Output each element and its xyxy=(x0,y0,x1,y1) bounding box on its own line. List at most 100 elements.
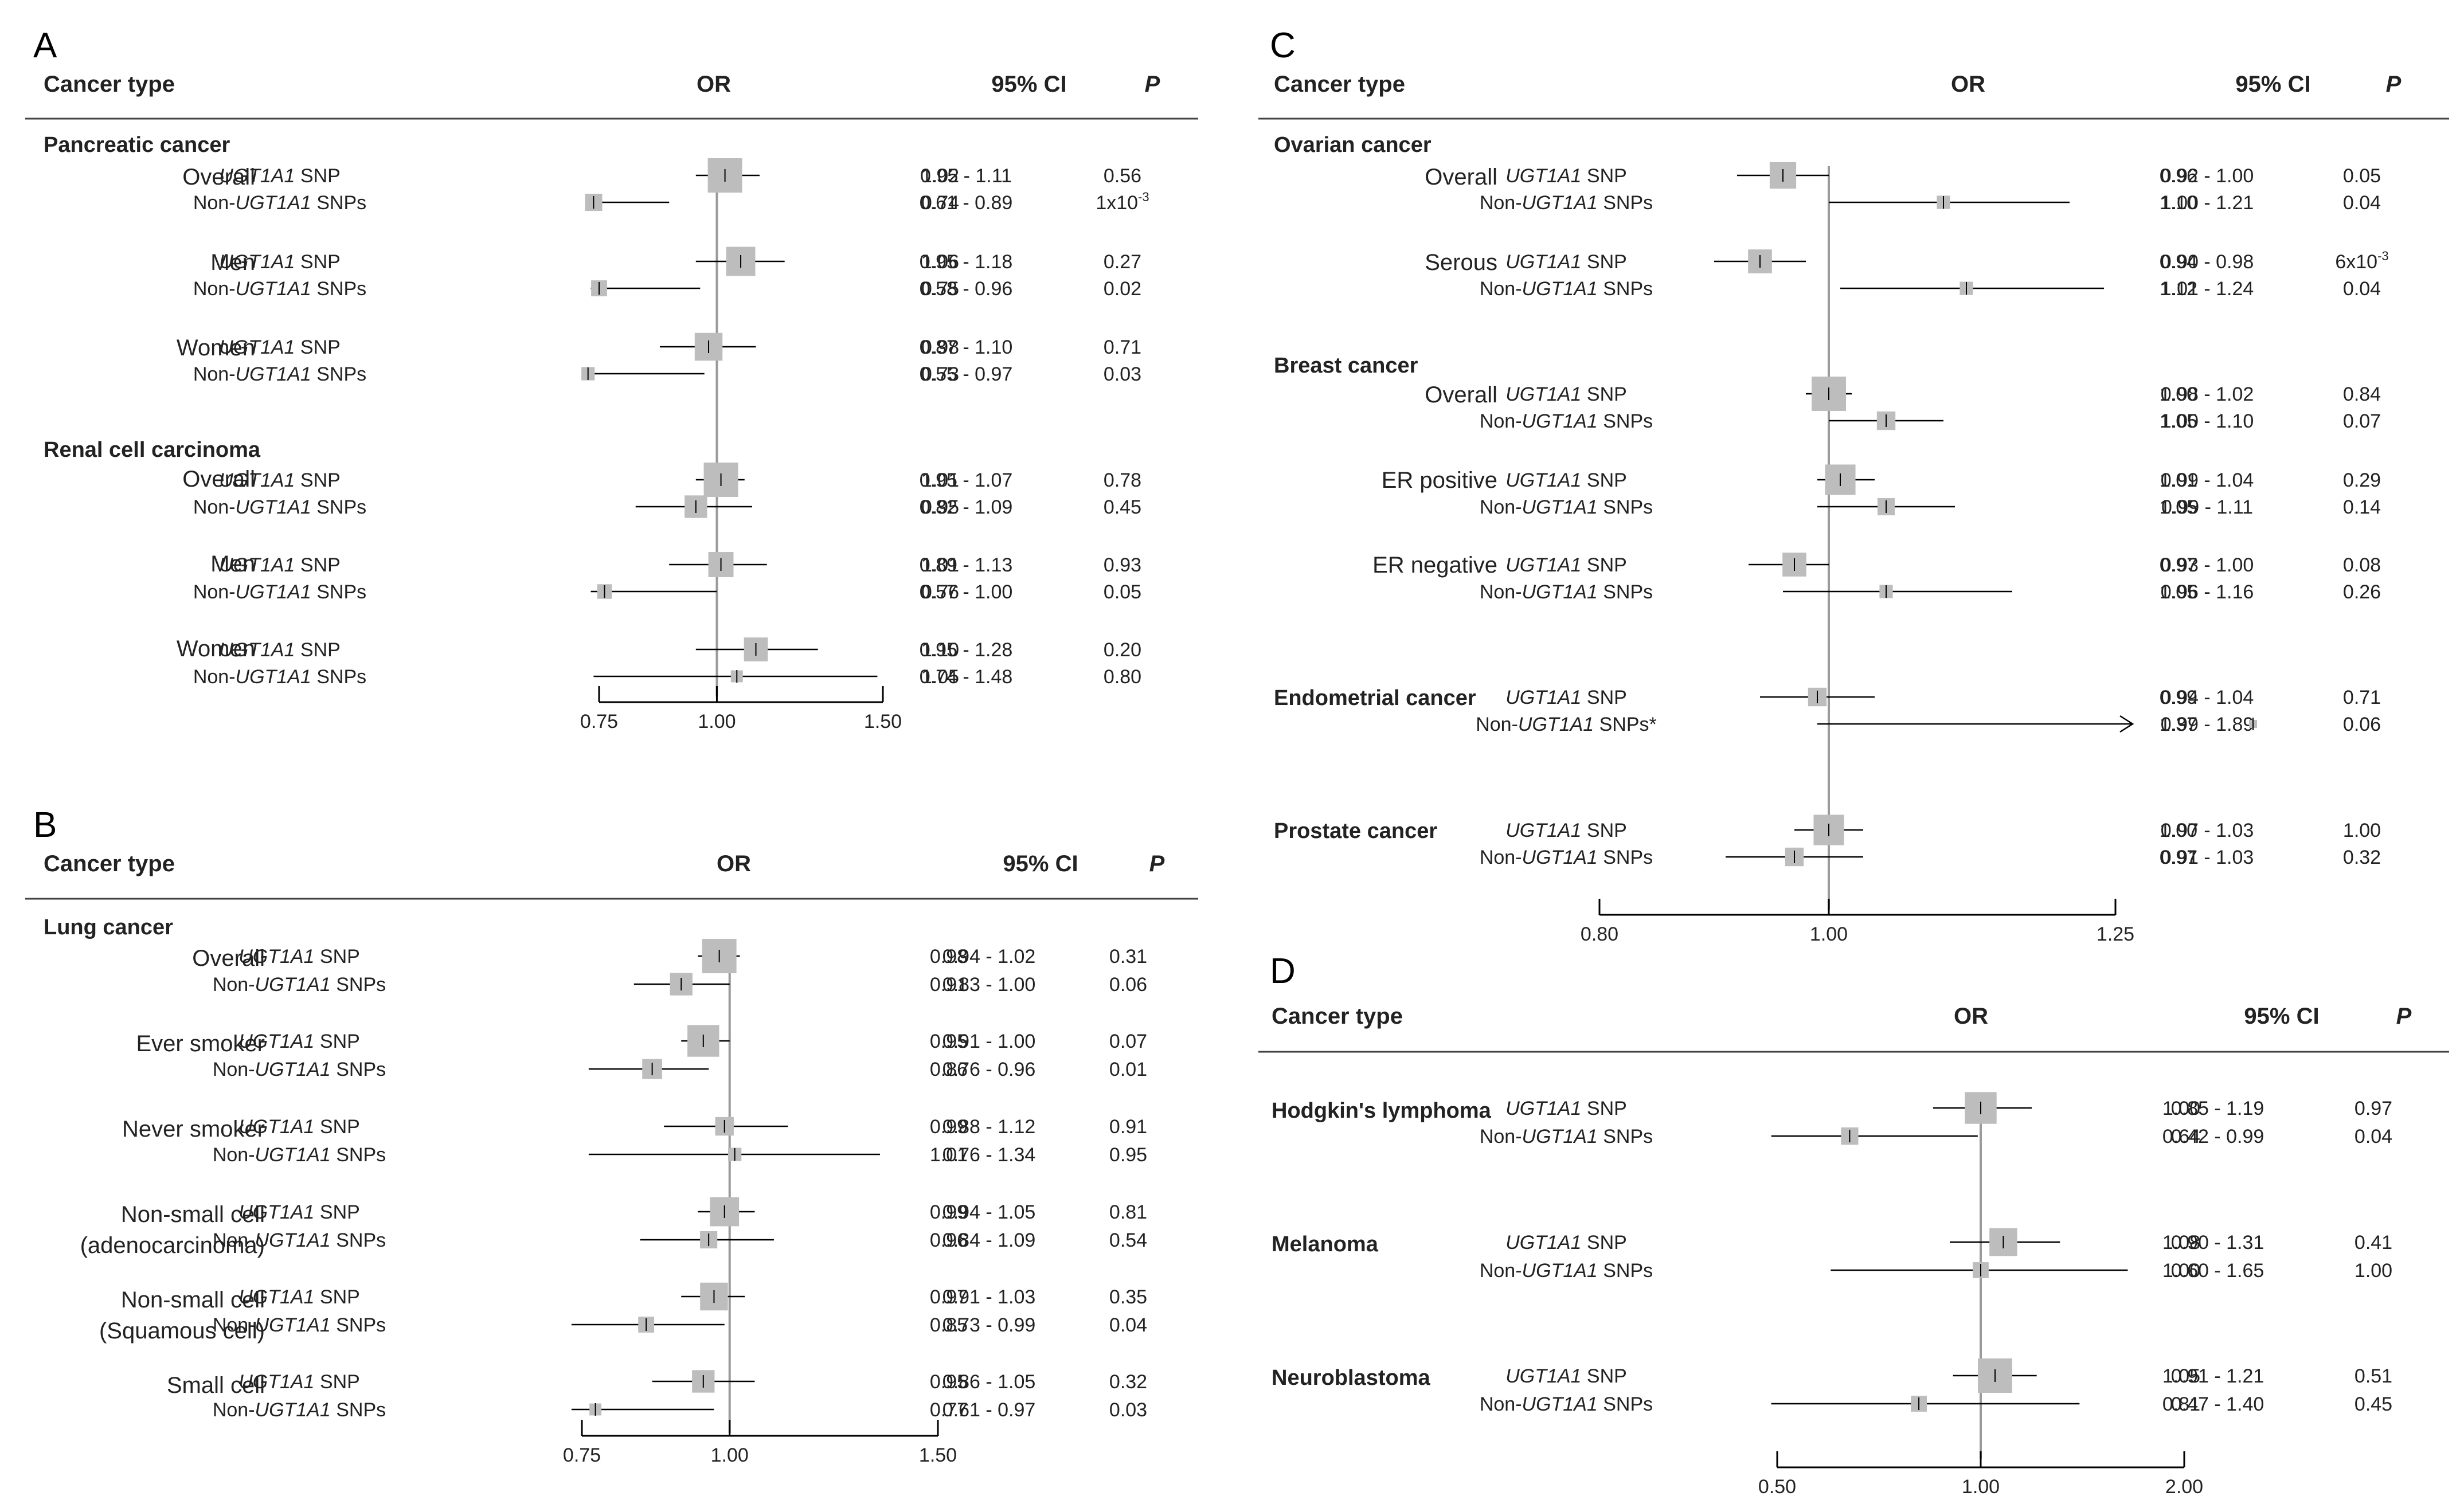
cancer-group-title: Melanoma xyxy=(1272,1232,1379,1256)
ci-value: 0.91 - 1.03 xyxy=(2161,847,2254,868)
x-tick-label: 0.80 xyxy=(1581,923,1618,945)
ci-value: 0.98 - 1.02 xyxy=(2161,383,2254,405)
ci-value: 0.94 - 1.02 xyxy=(942,946,1036,968)
snp-label: UGT1A1 SNP xyxy=(219,469,341,491)
subgroup-label: Overall xyxy=(1425,382,1497,408)
p-value: 0.93 xyxy=(1104,554,1141,576)
panel-d: D Cancer type OR 95% CI P 0.50 1.00 2.00 Hodgkin… xyxy=(1258,951,2449,1496)
ci-value: 0.82 - 1.09 xyxy=(920,496,1013,518)
non-snp-label: Non-UGT1A1 SNPs* xyxy=(1476,714,1657,735)
subgroup-label: Non-small cell xyxy=(121,1202,265,1227)
or-value: 1.00 xyxy=(2160,383,2197,405)
or-value: 1.02 xyxy=(921,165,959,187)
or-value: 0.97 xyxy=(930,1286,968,1308)
or-value: 0.74 xyxy=(921,192,959,214)
ci-value: 0.90 - 0.98 xyxy=(2161,251,2254,273)
snp-label: UGT1A1 SNP xyxy=(238,1286,360,1308)
or-value: 0.96 xyxy=(2160,165,2197,187)
x-tick-label: 1.00 xyxy=(711,1444,749,1466)
p-value: 0.27 xyxy=(1104,251,1141,273)
header-ci: 95% CI xyxy=(991,72,1066,97)
ci-value: 0.85 - 1.19 xyxy=(2171,1098,2264,1119)
p-value: 0.95 xyxy=(1109,1144,1147,1166)
header-or: OR xyxy=(1951,72,1985,97)
panel-letter: B xyxy=(33,805,57,845)
panel-c: C Cancer type OR 95% CI P 0.80 1.00 1.25 Ovarian… xyxy=(1258,26,2449,945)
or-value: 1.12 xyxy=(2160,278,2197,300)
snp-label: UGT1A1 SNP xyxy=(238,1031,360,1052)
p-value: 0.04 xyxy=(1109,1314,1147,1336)
or-value: 1.10 xyxy=(2160,192,2197,214)
ci-value: 0.73 - 0.99 xyxy=(942,1314,1036,1336)
subgroup-label: Never smoker xyxy=(122,1117,265,1142)
non-snp-label: Non-UGT1A1 SNPs xyxy=(1480,1393,1653,1415)
x-tick-label: 1.25 xyxy=(2097,923,2134,945)
or-value: 0.95 xyxy=(930,1031,968,1052)
header-or: OR xyxy=(717,851,751,876)
ci-value: 0.47 - 1.40 xyxy=(2171,1393,2264,1415)
cancer-group-title: Ovarian cancer xyxy=(1274,133,1432,157)
ci-value: 0.88 - 1.12 xyxy=(942,1116,1036,1138)
ci-value: 0.95 - 1.07 xyxy=(920,469,1013,491)
p-value: 0.45 xyxy=(2355,1393,2392,1415)
p-value: 0.04 xyxy=(2343,278,2381,300)
p-value: 0.07 xyxy=(2343,410,2381,432)
subgroup-label: Overall xyxy=(182,467,255,492)
ci-value: 0.57 - 1.00 xyxy=(920,581,1013,603)
header-or: OR xyxy=(1954,1004,1988,1029)
ci-value: 0.42 - 0.99 xyxy=(2171,1126,2264,1148)
cancer-group-title: Breast cancer xyxy=(1274,354,1418,378)
panel-b: B Cancer type OR 95% CI P 0.75 1.00 1.50 Lung ca… xyxy=(25,805,1198,1466)
header-or: OR xyxy=(697,72,731,97)
non-snp-label: Non-UGT1A1 SNPs xyxy=(193,666,366,688)
panel-letter: D xyxy=(1270,951,1296,991)
p-value: 1.00 xyxy=(2355,1260,2392,1282)
snp-label: UGT1A1 SNP xyxy=(1505,554,1627,576)
snp-label: UGT1A1 SNP xyxy=(219,165,341,187)
ci-value: 0.99 - 1.04 xyxy=(2161,469,2254,491)
or-value: 1.08 xyxy=(2162,1232,2200,1254)
x-tick-label: 1.50 xyxy=(919,1444,957,1466)
ci-value: 0.90 - 1.31 xyxy=(2171,1232,2264,1254)
p-value: 0.06 xyxy=(2343,714,2381,735)
p-value: 0.54 xyxy=(1109,1229,1147,1251)
non-snp-label: Non-UGT1A1 SNPs xyxy=(213,1144,386,1166)
or-value: 1.01 xyxy=(930,1144,968,1166)
non-snp-label: Non-UGT1A1 SNPs xyxy=(1480,410,1653,432)
or-value: 1.05 xyxy=(2160,496,2197,518)
non-snp-label: Non-UGT1A1 SNPs xyxy=(193,363,366,385)
snp-label: UGT1A1 SNP xyxy=(1505,687,1627,708)
ci-value: 0.89 - 1.13 xyxy=(920,554,1013,576)
p-value: 0.91 xyxy=(1109,1116,1147,1138)
p-value: 0.45 xyxy=(1104,496,1141,518)
x-tick-label: 0.75 xyxy=(563,1444,601,1466)
snp-label: UGT1A1 SNP xyxy=(238,1116,360,1138)
or-value: 0.85 xyxy=(930,1314,968,1336)
subgroup-label: Ever smoker xyxy=(136,1031,265,1056)
non-snp-label: Non-UGT1A1 SNPs xyxy=(1480,192,1653,214)
ci-value: 0.91 - 1.00 xyxy=(942,1031,1036,1052)
or-value: 0.98 xyxy=(921,336,959,358)
non-snp-label: Non-UGT1A1 SNPs xyxy=(1480,496,1653,518)
p-value: 0.03 xyxy=(1109,1399,1147,1421)
snp-label: UGT1A1 SNP xyxy=(1505,251,1627,273)
cancer-group-title: Lung cancer xyxy=(44,915,173,939)
or-value: 0.91 xyxy=(930,974,968,996)
ci-value: 0.76 - 0.96 xyxy=(942,1059,1036,1080)
non-snp-label: Non-UGT1A1 SNPs xyxy=(193,192,366,214)
header-cancer-type: Cancer type xyxy=(1272,1004,1403,1029)
or-value: 0.81 xyxy=(2162,1393,2200,1415)
p-value: 0.31 xyxy=(1109,946,1147,968)
p-value: 0.32 xyxy=(2343,847,2381,868)
non-snp-label: Non-UGT1A1 SNPs xyxy=(1480,278,1653,300)
ci-value: 0.95 - 1.11 xyxy=(920,165,1012,187)
or-value: 1.10 xyxy=(921,639,959,661)
snp-label: UGT1A1 SNP xyxy=(238,946,360,968)
x-tick-label: 2.00 xyxy=(2165,1476,2203,1496)
or-value: 1.00 xyxy=(2162,1098,2200,1119)
non-snp-label: Non-UGT1A1 SNPs xyxy=(213,1059,386,1080)
snp-label: UGT1A1 SNP xyxy=(219,554,341,576)
p-value: 0.35 xyxy=(1109,1286,1147,1308)
p-value: 0.04 xyxy=(2343,192,2381,214)
header-cancer-type: Cancer type xyxy=(44,72,175,97)
